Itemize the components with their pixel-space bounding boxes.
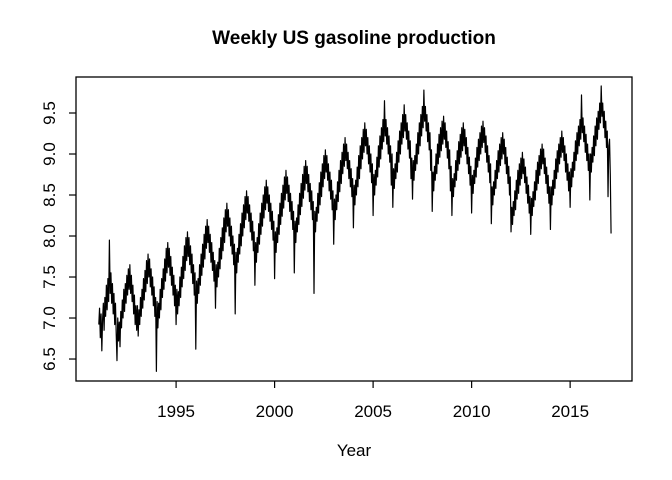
x-tick-label: 2005: [354, 402, 392, 421]
y-tick-label: 8.0: [40, 224, 59, 248]
x-tick-label: 2010: [453, 402, 491, 421]
y-tick-label: 7.0: [40, 306, 59, 330]
y-tick-label: 9.5: [40, 101, 59, 125]
y-tick-label: 6.5: [40, 347, 59, 371]
x-tick-label: 2015: [551, 402, 589, 421]
x-axis-title: Year: [336, 441, 372, 460]
series-line-gasoline: [98, 85, 612, 372]
y-tick-label: 9.0: [40, 142, 59, 166]
y-tick-label: 8.5: [40, 183, 59, 207]
x-tick-label: 1995: [157, 402, 195, 421]
y-tick-label: 7.5: [40, 265, 59, 289]
plot-border: [75, 76, 633, 382]
chart-title: Weekly US gasoline production: [212, 28, 496, 49]
x-tick-label: 2000: [256, 402, 294, 421]
